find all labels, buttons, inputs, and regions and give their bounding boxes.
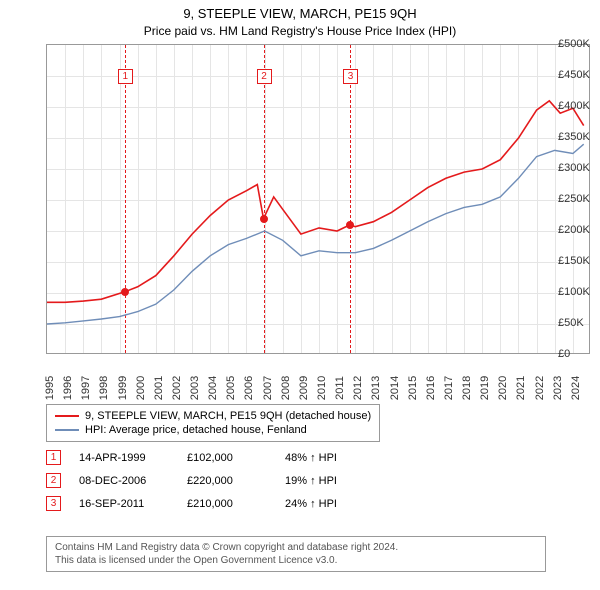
- y-tick-label: £200K: [558, 224, 600, 236]
- sale-row-price: £220,000: [187, 475, 267, 487]
- x-tick-label: 2008: [280, 376, 292, 400]
- y-tick-label: £150K: [558, 255, 600, 267]
- sale-row-date: 08-DEC-2006: [79, 475, 169, 487]
- x-tick-label: 1995: [44, 376, 56, 400]
- series-line: [47, 144, 584, 324]
- sale-row-number: 3: [46, 496, 61, 511]
- x-tick-label: 2011: [334, 376, 346, 400]
- x-tick-label: 1996: [62, 376, 74, 400]
- x-tick-label: 2009: [298, 376, 310, 400]
- x-tick-label: 2020: [497, 376, 509, 400]
- plot-area: 123: [46, 44, 590, 354]
- sale-row: 1 14-APR-1999 £102,000 48% ↑ HPI: [46, 446, 337, 469]
- sale-row-delta: 48% ↑ HPI: [285, 452, 337, 464]
- x-tick-label: 2014: [389, 376, 401, 400]
- y-tick-label: £0: [558, 348, 600, 360]
- sale-row-delta: 24% ↑ HPI: [285, 498, 337, 510]
- chart-title: 9, STEEPLE VIEW, MARCH, PE15 9QH: [0, 0, 600, 21]
- sale-row-number: 1: [46, 450, 61, 465]
- x-tick-label: 2012: [352, 376, 364, 400]
- x-tick-label: 2019: [479, 376, 491, 400]
- sale-row-number: 2: [46, 473, 61, 488]
- x-tick-label: 2013: [370, 376, 382, 400]
- x-tick-label: 2006: [243, 376, 255, 400]
- series-line: [47, 101, 584, 302]
- sale-row-date: 14-APR-1999: [79, 452, 169, 464]
- x-tick-label: 2001: [153, 376, 165, 400]
- x-tick-label: 2002: [171, 376, 183, 400]
- y-tick-label: £450K: [558, 69, 600, 81]
- x-tick-label: 1999: [117, 376, 129, 400]
- chart-subtitle: Price paid vs. HM Land Registry's House …: [0, 21, 600, 40]
- sale-row-price: £102,000: [187, 452, 267, 464]
- x-tick-label: 2017: [443, 376, 455, 400]
- sale-row-date: 16-SEP-2011: [79, 498, 169, 510]
- legend: 9, STEEPLE VIEW, MARCH, PE15 9QH (detach…: [46, 404, 380, 442]
- x-tick-label: 2000: [135, 376, 147, 400]
- x-tick-label: 2022: [534, 376, 546, 400]
- x-tick-label: 1998: [98, 376, 110, 400]
- footer-line2: This data is licensed under the Open Gov…: [55, 554, 537, 567]
- sale-row: 2 08-DEC-2006 £220,000 19% ↑ HPI: [46, 469, 337, 492]
- x-tick-label: 2010: [316, 376, 328, 400]
- sale-row: 3 16-SEP-2011 £210,000 24% ↑ HPI: [46, 492, 337, 515]
- y-tick-label: £100K: [558, 286, 600, 298]
- x-tick-label: 2015: [407, 376, 419, 400]
- legend-row: 9, STEEPLE VIEW, MARCH, PE15 9QH (detach…: [55, 409, 371, 423]
- y-tick-label: £500K: [558, 38, 600, 50]
- legend-swatch: [55, 415, 79, 417]
- sale-row-delta: 19% ↑ HPI: [285, 475, 337, 487]
- sales-table: 1 14-APR-1999 £102,000 48% ↑ HPI 2 08-DEC-200…: [46, 446, 337, 515]
- x-tick-label: 2018: [461, 376, 473, 400]
- footer-attribution: Contains HM Land Registry data © Crown c…: [46, 536, 546, 572]
- legend-label: HPI: Average price, detached house, Fenl…: [85, 424, 307, 436]
- x-tick-label: 2007: [262, 376, 274, 400]
- x-tick-label: 2005: [225, 376, 237, 400]
- y-tick-label: £400K: [558, 100, 600, 112]
- x-tick-label: 2021: [515, 376, 527, 400]
- sale-row-price: £210,000: [187, 498, 267, 510]
- legend-row: HPI: Average price, detached house, Fenl…: [55, 423, 371, 437]
- y-tick-label: £50K: [558, 317, 600, 329]
- x-tick-label: 2003: [189, 376, 201, 400]
- y-tick-label: £300K: [558, 162, 600, 174]
- footer-line1: Contains HM Land Registry data © Crown c…: [55, 541, 537, 554]
- x-tick-label: 2004: [207, 376, 219, 400]
- x-tick-label: 1997: [80, 376, 92, 400]
- x-tick-label: 2016: [425, 376, 437, 400]
- y-tick-label: £350K: [558, 131, 600, 143]
- x-tick-label: 2023: [552, 376, 564, 400]
- legend-label: 9, STEEPLE VIEW, MARCH, PE15 9QH (detach…: [85, 410, 371, 422]
- legend-swatch: [55, 429, 79, 431]
- x-tick-label: 2024: [570, 376, 582, 400]
- chart-series: [47, 45, 591, 355]
- y-tick-label: £250K: [558, 193, 600, 205]
